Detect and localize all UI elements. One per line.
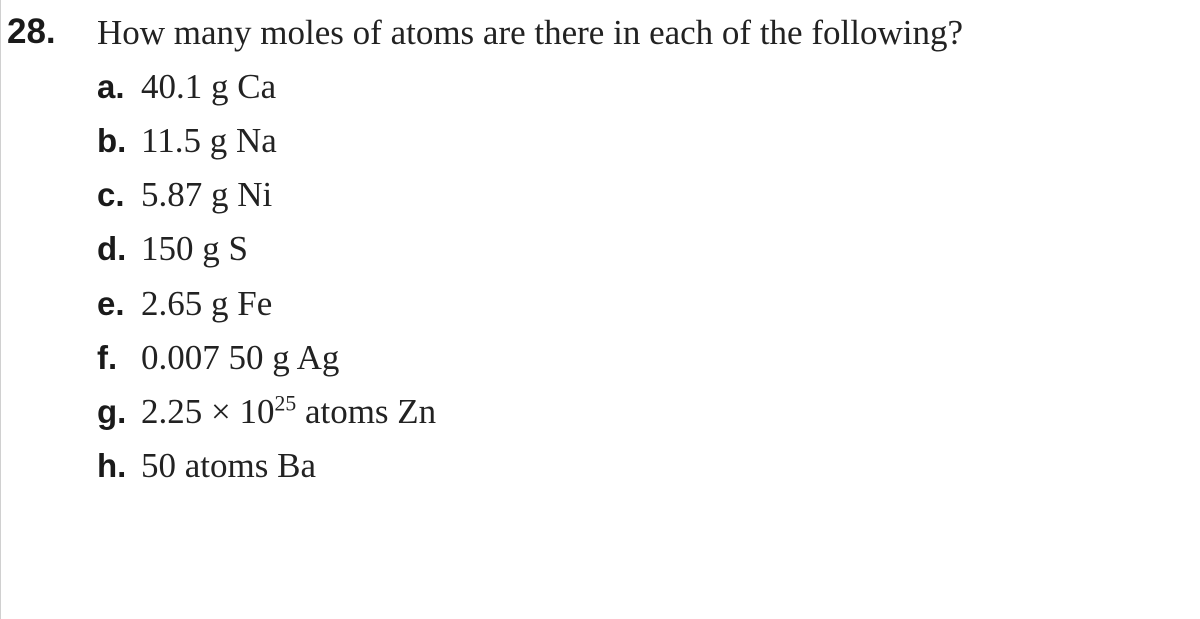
list-item: e. 2.65 g Fe	[97, 277, 1200, 331]
item-text: 11.5 g Na	[141, 114, 277, 168]
question-prompt: How many moles of atoms are there in eac…	[97, 8, 1200, 58]
item-text: 0.007 50 g Ag	[141, 331, 339, 385]
item-label: c.	[97, 169, 141, 220]
question-number: 28.	[1, 8, 97, 55]
list-item: f. 0.007 50 g Ag	[97, 331, 1200, 385]
list-item: g. 2.25 × 1025 atoms Zn	[97, 385, 1200, 439]
item-text: 2.65 g Fe	[141, 277, 272, 331]
list-item: b. 11.5 g Na	[97, 114, 1200, 168]
item-label: h.	[97, 440, 141, 491]
item-label: e.	[97, 278, 141, 329]
item-text: 2.25 × 1025 atoms Zn	[141, 385, 436, 439]
item-label: g.	[97, 386, 141, 437]
item-text: 150 g S	[141, 222, 248, 276]
list-item: c. 5.87 g Ni	[97, 168, 1200, 222]
page: 28. How many moles of atoms are there in…	[0, 0, 1200, 619]
answer-list: a. 40.1 g Ca b. 11.5 g Na c. 5.87 g Ni d…	[97, 60, 1200, 494]
item-text: 40.1 g Ca	[141, 60, 276, 114]
item-text: 50 atoms Ba	[141, 439, 316, 493]
list-item: h. 50 atoms Ba	[97, 439, 1200, 493]
item-label: b.	[97, 115, 141, 166]
list-item: d. 150 g S	[97, 222, 1200, 276]
item-label: a.	[97, 61, 141, 112]
list-item: a. 40.1 g Ca	[97, 60, 1200, 114]
item-label: f.	[97, 332, 141, 383]
item-text: 5.87 g Ni	[141, 168, 272, 222]
question-body: How many moles of atoms are there in eac…	[97, 8, 1200, 494]
item-label: d.	[97, 223, 141, 274]
question-block: 28. How many moles of atoms are there in…	[1, 8, 1200, 494]
